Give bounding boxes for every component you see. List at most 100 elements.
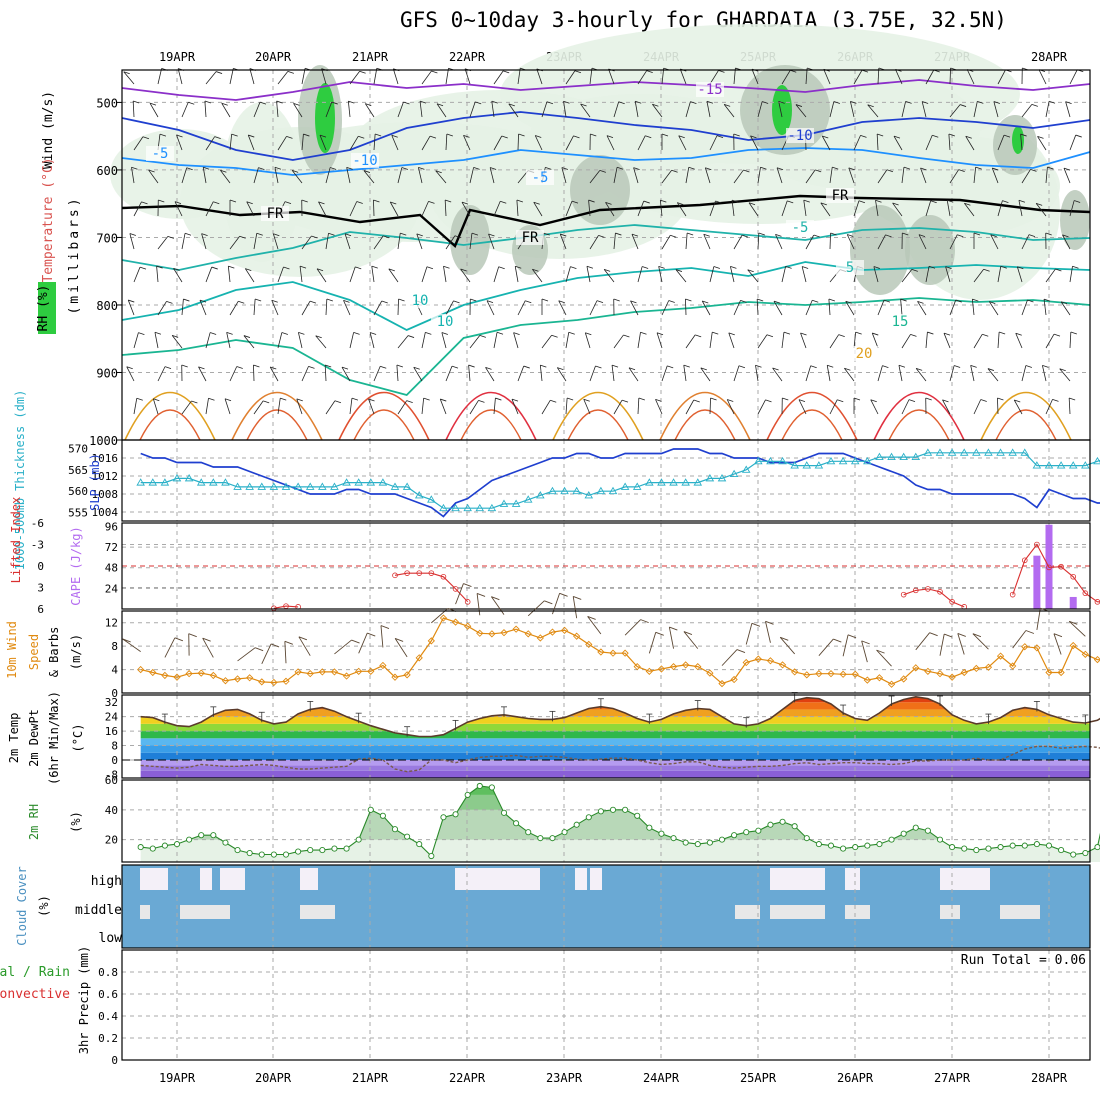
pressure-tick-label: 900 xyxy=(96,366,118,380)
contour-label: 5 xyxy=(846,260,854,276)
upper-wind-barb xyxy=(589,170,601,184)
upper-wind-barb-flag xyxy=(142,136,150,140)
upper-wind-barb xyxy=(389,201,399,217)
upper-wind-barb-flag xyxy=(588,199,595,203)
upper-wind-barb xyxy=(133,201,142,217)
upper-wind-barb-flag xyxy=(183,298,190,302)
dewpoint-axis-label: 2m DewPt xyxy=(27,709,41,767)
contour-label-bg xyxy=(406,293,434,308)
upper-wind-barb-flag xyxy=(635,100,642,104)
upper-wind-barb xyxy=(469,101,476,118)
upper-wind-barb-flag xyxy=(990,234,997,238)
upper-wind-barb-flag xyxy=(631,233,639,237)
upper-wind-barb-flag xyxy=(153,398,160,402)
upper-wind-barb-flag xyxy=(429,135,437,139)
contour-label: FR xyxy=(522,230,539,246)
upper-wind-barb-flag xyxy=(730,266,737,269)
thickness-marker xyxy=(778,456,787,465)
upper-wind-barb-flag xyxy=(326,298,333,302)
thickness-marker xyxy=(209,478,218,486)
upper-wind-barb xyxy=(583,399,591,415)
rh2m-marker xyxy=(888,836,895,843)
contour-label: 10 xyxy=(437,314,454,330)
upper-wind-barb-flag xyxy=(400,232,407,236)
upper-wind-barb xyxy=(558,300,567,316)
upper-wind-barb xyxy=(700,367,711,382)
upper-wind-barb-flag xyxy=(224,398,232,402)
slp-tick-label: 1004 xyxy=(92,506,119,519)
upper-wind-barb-flag xyxy=(925,397,932,401)
upper-wind-barb-flag xyxy=(470,298,477,302)
upper-wind-barb xyxy=(661,68,665,85)
upper-wind-barb-flag xyxy=(341,366,349,370)
upper-wind-barb xyxy=(445,300,454,316)
wind10-speed-label: Speed xyxy=(27,634,41,670)
wind10-speed-marker xyxy=(137,665,145,674)
precip-total-label: Total / Rain xyxy=(0,965,70,980)
upper-wind-barb-flag xyxy=(570,266,577,269)
wind10-speed-marker xyxy=(766,657,775,665)
rh2m-marker xyxy=(1082,850,1089,857)
thickness-marker xyxy=(560,486,569,495)
wind10-speed-marker xyxy=(342,672,351,680)
upper-wind-barb xyxy=(205,332,211,349)
upper-wind-barb-flag xyxy=(173,268,180,271)
upper-wind-barb-flag xyxy=(515,265,522,269)
cloud-level-label: middle xyxy=(75,903,122,918)
upper-wind-barb xyxy=(873,266,879,283)
upper-wind-barb-flag xyxy=(293,103,300,106)
wind10-barb xyxy=(765,621,771,643)
upper-wind-barb-flag xyxy=(683,364,690,368)
upper-wind-barb-flag xyxy=(363,170,371,173)
upper-wind-barb xyxy=(559,233,567,250)
upper-wind-barb xyxy=(901,101,906,118)
upper-wind-barb-flag xyxy=(695,334,702,338)
upper-wind-barb-flag xyxy=(815,169,822,173)
upper-wind-barb-flag xyxy=(987,368,995,371)
upper-wind-barb-flag xyxy=(642,266,649,269)
upper-wind-barb-flag xyxy=(396,364,404,368)
upper-wind-barb xyxy=(1060,301,1071,316)
upper-wind-barb-flag xyxy=(677,202,684,205)
upper-wind-barb xyxy=(1059,368,1071,382)
upper-wind-barb-flag xyxy=(263,400,270,404)
upper-wind-barb-flag xyxy=(426,266,434,270)
wind10-speed-marker xyxy=(500,629,508,637)
upper-wind-barb-flag xyxy=(972,298,979,302)
upper-wind-barb-flag xyxy=(441,332,448,335)
thickness-marker xyxy=(584,491,594,499)
upper-wind-barb xyxy=(132,101,135,118)
upper-wind-barb xyxy=(584,332,591,349)
thickness-marker xyxy=(451,503,460,512)
wind10-speed-marker xyxy=(645,667,653,675)
wind10-barb-flag xyxy=(544,600,553,605)
lifted-index-marker xyxy=(1070,573,1077,580)
upper-wind-barb xyxy=(756,299,759,316)
surface-temperature-contour xyxy=(338,391,430,441)
upper-wind-barb xyxy=(925,332,928,349)
upper-wind-barb xyxy=(226,332,231,349)
upper-wind-barb-flag xyxy=(276,100,283,104)
upper-wind-barb xyxy=(949,169,960,184)
upper-wind-barb xyxy=(706,101,711,118)
upper-wind-barb xyxy=(1021,234,1030,250)
wind10-barb xyxy=(122,638,141,652)
upper-wind-barb-flag xyxy=(615,232,622,236)
upper-wind-barb-flag xyxy=(580,103,587,107)
upper-wind-barb-flag xyxy=(783,331,791,335)
upper-wind-barb-flag xyxy=(989,301,996,304)
contour-label-bg xyxy=(261,206,289,221)
upper-wind-barb xyxy=(445,235,456,250)
upper-wind-barb-flag xyxy=(688,166,695,170)
contour-label: -5 xyxy=(532,170,549,186)
upper-wind-barb-flag xyxy=(516,199,524,203)
wind10-barb-flag xyxy=(202,637,211,642)
thickness-marker xyxy=(657,478,666,486)
lifted-index-tick-label: 0 xyxy=(37,560,44,573)
upper-wind-barb xyxy=(205,201,214,217)
upper-wind-barb-flag xyxy=(802,266,809,269)
rh2m-marker xyxy=(1094,844,1100,851)
upper-wind-barb-flag xyxy=(128,299,135,303)
upper-wind-barb xyxy=(805,234,815,250)
upper-wind-barb xyxy=(915,368,927,382)
